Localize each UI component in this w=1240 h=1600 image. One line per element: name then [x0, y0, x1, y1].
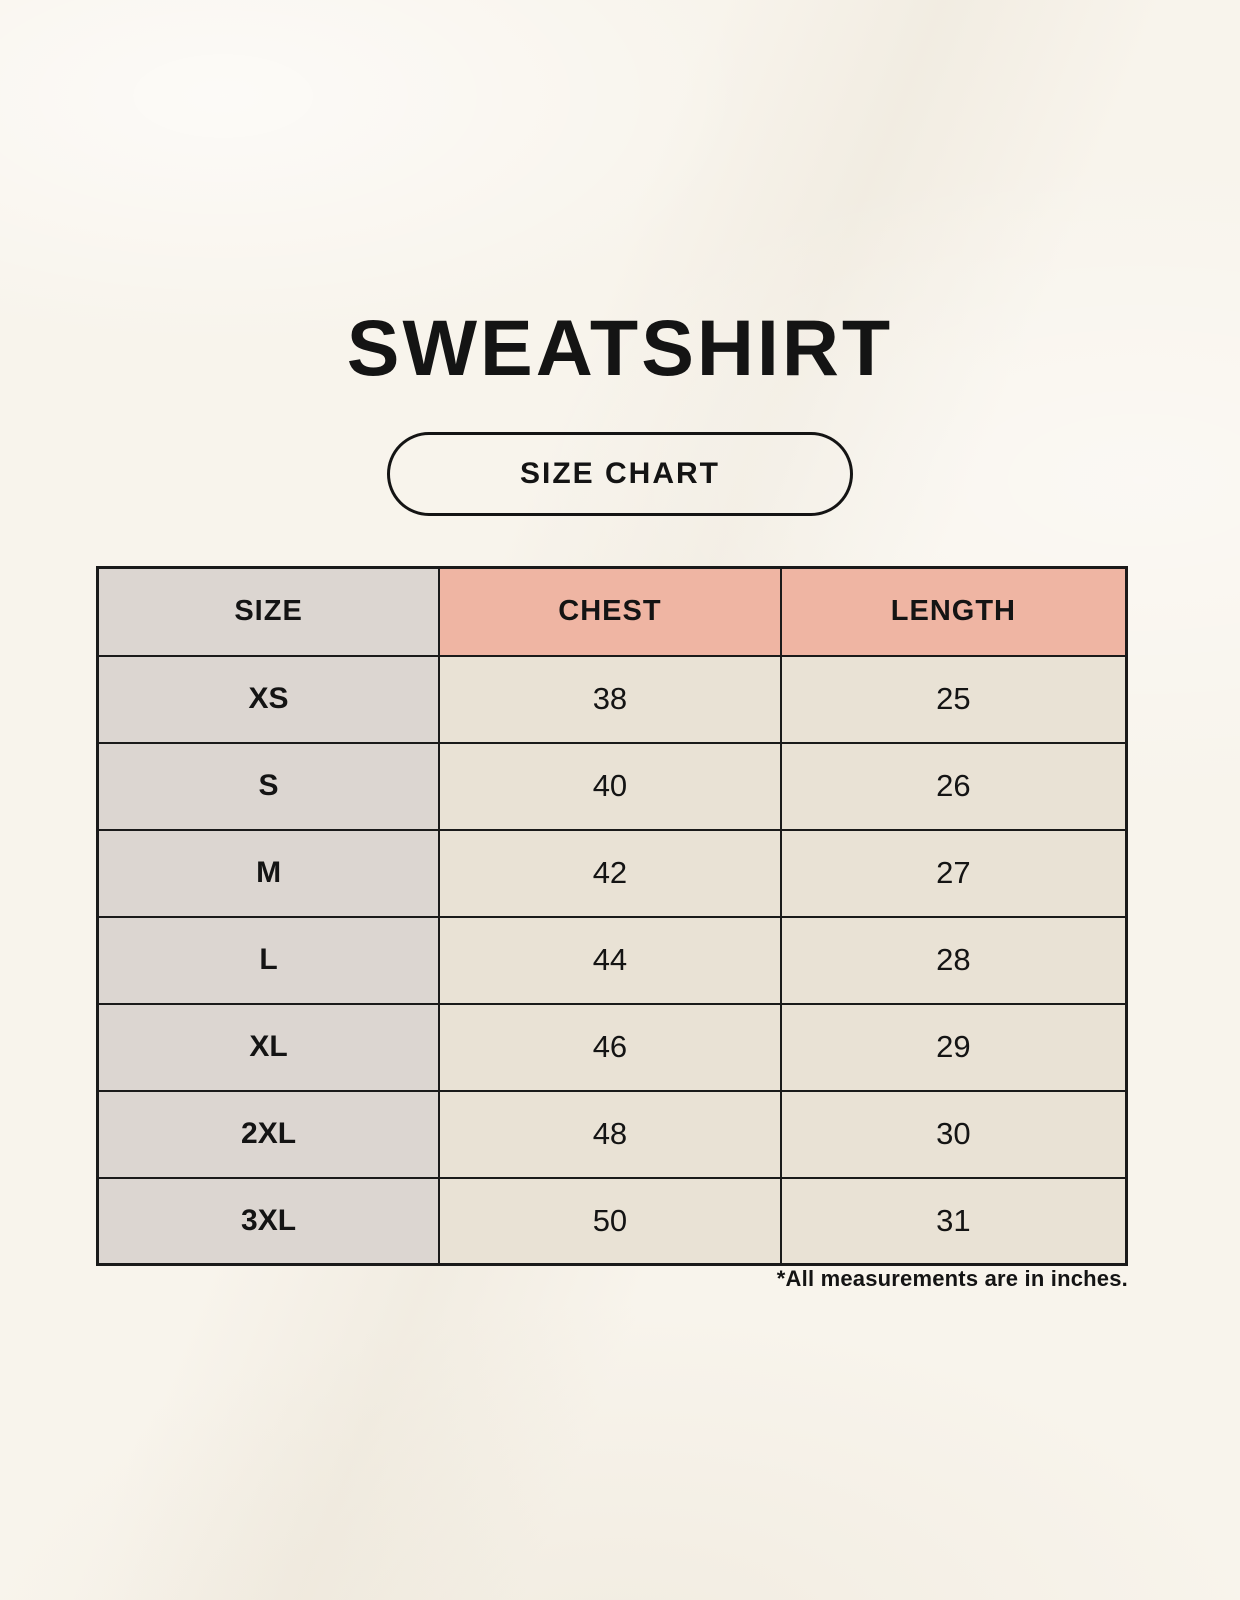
- size-label: S: [96, 741, 441, 831]
- size-label: 3XL: [96, 1176, 441, 1266]
- chest-value: 38: [438, 654, 782, 744]
- table-row: 3XL 50 31: [96, 1176, 1128, 1266]
- chest-value: 50: [438, 1176, 782, 1266]
- size-chart-button[interactable]: SIZE CHART: [387, 432, 853, 516]
- length-value: 26: [779, 741, 1128, 831]
- chest-value: 46: [438, 1002, 782, 1092]
- size-chart-table: SIZE CHEST LENGTH XS 38 25 S 40 26 M 42 …: [96, 566, 1128, 1266]
- header-chest: CHEST: [438, 566, 782, 657]
- size-label: L: [96, 915, 441, 1005]
- length-value: 31: [779, 1176, 1128, 1266]
- table-row: 2XL 48 30: [96, 1089, 1128, 1179]
- size-label: XL: [96, 1002, 441, 1092]
- header-length: LENGTH: [779, 566, 1128, 657]
- chest-value: 48: [438, 1089, 782, 1179]
- chest-value: 42: [438, 828, 782, 918]
- table-row: M 42 27: [96, 828, 1128, 918]
- length-value: 28: [779, 915, 1128, 1005]
- table-row: XS 38 25: [96, 654, 1128, 744]
- length-value: 25: [779, 654, 1128, 744]
- length-value: 29: [779, 1002, 1128, 1092]
- table-header-row: SIZE CHEST LENGTH: [96, 566, 1128, 657]
- length-value: 30: [779, 1089, 1128, 1179]
- header-size: SIZE: [96, 566, 441, 657]
- chest-value: 40: [438, 741, 782, 831]
- table-row: S 40 26: [96, 741, 1128, 831]
- size-chart-button-label: SIZE CHART: [520, 457, 720, 490]
- measurements-footnote: *All measurements are in inches.: [776, 1266, 1128, 1291]
- size-label: 2XL: [96, 1089, 441, 1179]
- table-row: L 44 28: [96, 915, 1128, 1005]
- size-label: M: [96, 828, 441, 918]
- table-row: XL 46 29: [96, 1002, 1128, 1092]
- length-value: 27: [779, 828, 1128, 918]
- size-label: XS: [96, 654, 441, 744]
- page-title: SWEATSHIRT: [346, 303, 894, 392]
- chest-value: 44: [438, 915, 782, 1005]
